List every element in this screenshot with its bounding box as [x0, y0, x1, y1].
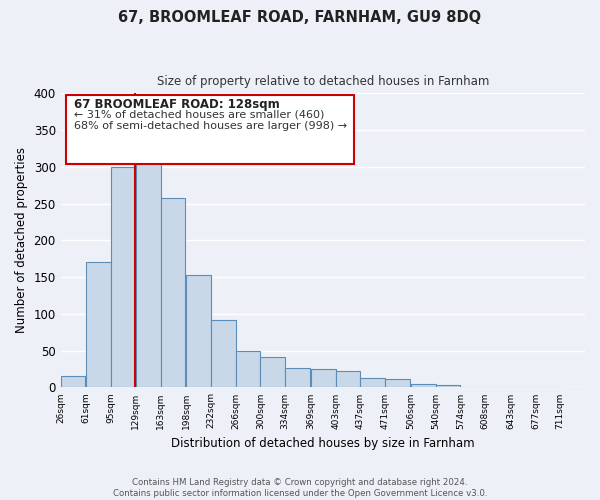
Text: Contains HM Land Registry data © Crown copyright and database right 2024.
Contai: Contains HM Land Registry data © Crown c… — [113, 478, 487, 498]
Bar — [260, 356, 285, 388]
Y-axis label: Number of detached properties: Number of detached properties — [15, 148, 28, 334]
Bar — [161, 198, 185, 388]
Bar — [61, 376, 85, 388]
Bar — [460, 386, 485, 388]
Text: 67, BROOMLEAF ROAD, FARNHAM, GU9 8DQ: 67, BROOMLEAF ROAD, FARNHAM, GU9 8DQ — [118, 10, 482, 25]
Bar — [186, 275, 211, 388]
FancyBboxPatch shape — [66, 95, 354, 164]
X-axis label: Distribution of detached houses by size in Farnham: Distribution of detached houses by size … — [171, 437, 475, 450]
Bar — [535, 386, 560, 388]
Bar — [86, 262, 111, 388]
Bar — [335, 372, 361, 388]
Bar — [311, 369, 335, 388]
Bar — [211, 320, 236, 388]
Bar — [111, 167, 136, 388]
Bar — [285, 368, 310, 388]
Bar — [236, 350, 260, 388]
Text: 67 BROOMLEAF ROAD: 128sqm: 67 BROOMLEAF ROAD: 128sqm — [74, 98, 280, 110]
Bar — [485, 386, 510, 388]
Bar — [436, 385, 460, 388]
Text: 68% of semi-detached houses are larger (998) →: 68% of semi-detached houses are larger (… — [74, 122, 347, 132]
Title: Size of property relative to detached houses in Farnham: Size of property relative to detached ho… — [157, 75, 489, 88]
Bar — [511, 386, 535, 388]
Bar — [361, 378, 385, 388]
Text: ← 31% of detached houses are smaller (460): ← 31% of detached houses are smaller (46… — [74, 110, 324, 120]
Bar — [411, 384, 436, 388]
Bar — [136, 146, 161, 388]
Bar — [385, 380, 410, 388]
